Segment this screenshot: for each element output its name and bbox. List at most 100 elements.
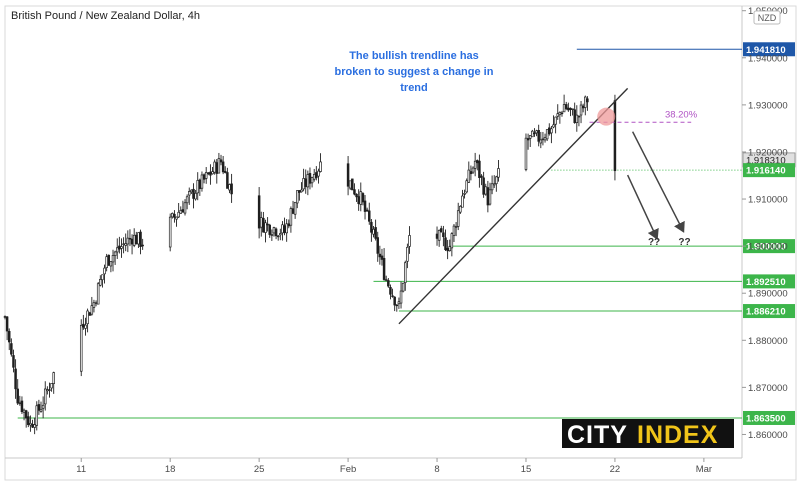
candle-body [384,279,388,281]
candle-body [346,163,350,187]
price-tag-label: 1.918310 [746,155,786,166]
candle-body [46,389,49,392]
candle-body [450,233,454,249]
candle-body [177,211,180,218]
candle-body [37,404,41,411]
candle-body [351,178,354,191]
candle-body [308,173,312,184]
candle-body [12,355,15,368]
level-tag [743,42,795,57]
candle-body [484,186,487,195]
candle-body [480,175,483,178]
candle-body [300,189,303,193]
candle-body [554,116,557,125]
candle-body [111,255,115,263]
candle-body [188,191,191,196]
x-tick-label: 8 [434,464,439,475]
candle-body [406,246,409,262]
candle-body [285,223,288,234]
candle-body [52,372,55,384]
candle-body [272,227,276,234]
watermark-index: INDEX [637,421,718,449]
candle-body [391,295,394,297]
candle-body [319,161,322,172]
candle-body [24,410,28,419]
candle-body [219,159,223,163]
candle-body [296,190,299,204]
candle-body [535,130,538,134]
candle-body [372,228,375,235]
candle-body [35,405,39,426]
price-tag [743,163,795,178]
level-tag [743,274,795,289]
candle-body [355,193,358,198]
candle-body [298,190,301,193]
level-tag-label: 1.863500 [746,413,786,424]
candle-body [577,115,581,118]
currency-badge: NZD [758,13,777,23]
x-tick-label: Mar [696,464,712,475]
candle-body [560,112,564,115]
candle-body [545,129,549,140]
candle-body [492,183,496,186]
currency-badge-box[interactable] [753,10,781,25]
candle-body [315,172,318,179]
candle-body [268,224,271,235]
candle-body [122,243,125,246]
candle-body [556,113,559,117]
candle-body [293,201,297,215]
candle-body [533,132,536,135]
candle-body [442,232,445,238]
candle-body [86,310,89,325]
level-tag-label: 1.900000 [746,242,786,253]
candle-body [304,178,307,187]
candle-body [194,192,197,200]
candle-body [476,160,479,164]
candle-body [196,179,199,194]
candle-body [291,208,295,214]
down-arrow-2 [631,131,685,233]
y-tick-label: 1.940000 [748,53,788,64]
candle-body [31,424,34,428]
candle-body [401,282,405,292]
candle-body [380,255,384,260]
candle-body [584,96,587,108]
candle-body [461,195,464,208]
candle-body [99,279,102,286]
candle-body [478,160,481,178]
candle-body [141,244,144,247]
candle-body [287,223,291,227]
y-tick-label: 1.910000 [748,195,788,206]
candle-body [552,124,555,128]
candle-body [473,160,477,169]
candle-body [79,324,83,372]
candle-body [378,253,382,258]
candle-body [168,216,172,248]
candle-body [564,104,568,109]
candle-body [113,251,117,257]
level-tag [743,410,795,425]
candle-body [90,305,94,315]
candle-body [490,183,494,191]
candle-body [33,424,36,428]
candle-body [270,234,274,236]
price-tag-label: 1.916140 [746,166,786,177]
candle-body [105,256,108,268]
candle-body [454,226,458,228]
y-tick-label: 1.900000 [748,242,788,253]
candle-body [128,237,132,240]
candle-body [495,176,498,185]
candle-body [317,170,320,177]
candle-body [213,161,216,173]
annotation-line-3: trend [400,82,428,94]
candle-body [211,171,214,175]
candle-body [181,209,185,213]
candle-body [107,254,111,266]
candle-body [469,171,473,175]
x-tick-label: 15 [521,464,532,475]
candle-body [467,169,471,183]
candle-body [575,114,579,123]
candle-body [16,388,19,404]
candle-body [482,177,485,195]
candle-body [22,409,26,413]
